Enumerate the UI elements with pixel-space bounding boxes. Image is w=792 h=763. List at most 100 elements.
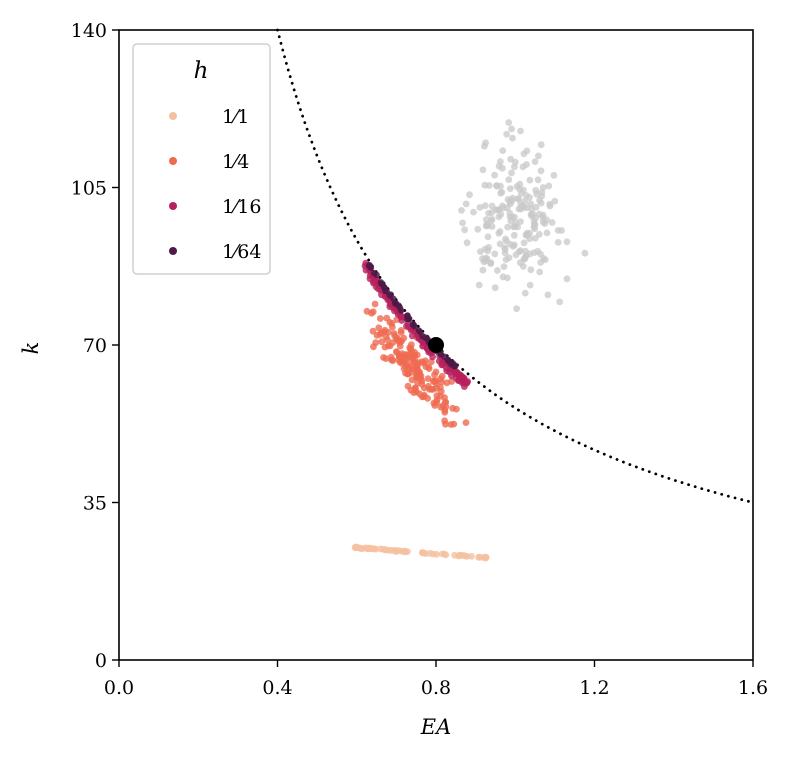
- series-1-16-point: [408, 332, 416, 340]
- gray-point: [556, 298, 564, 306]
- gray-point: [498, 188, 506, 196]
- series-1-4-point: [429, 377, 437, 385]
- legend-marker: [169, 157, 177, 165]
- gray-point: [499, 164, 506, 172]
- series-1-4-point: [369, 327, 377, 335]
- series-1-64-point: [409, 321, 417, 328]
- series-1-64-point: [451, 363, 458, 370]
- gray-point: [476, 204, 484, 211]
- gray-point: [520, 186, 527, 194]
- gray-point: [530, 223, 538, 231]
- gray-point: [526, 281, 534, 289]
- series-1-4-point: [447, 421, 455, 428]
- gray-point: [538, 189, 546, 196]
- gray-point: [554, 239, 562, 246]
- legend-items: 1⁄1 1⁄4 1⁄16 1⁄64: [169, 106, 261, 263]
- gray-point: [481, 142, 488, 150]
- series-1-4-point: [413, 351, 421, 359]
- legend-label: 1⁄64: [222, 241, 261, 263]
- legend-label: 1⁄1: [222, 106, 249, 128]
- y-tick-label: 70: [83, 335, 107, 357]
- series-1-4-point: [404, 382, 412, 390]
- series-1-1-point: [395, 547, 403, 555]
- series-1-64-point: [382, 287, 389, 295]
- series-1-1-point: [478, 554, 486, 561]
- series-1-64-point: [415, 327, 422, 334]
- series-1-4-point: [381, 343, 389, 351]
- series-1-4-point: [438, 378, 446, 386]
- gray-point: [548, 219, 556, 226]
- series-1-64-point: [404, 315, 412, 322]
- gray-point: [495, 206, 503, 214]
- series-1-4-point: [441, 408, 449, 416]
- gray-point: [536, 196, 543, 204]
- series-1-16-point: [439, 361, 446, 369]
- gray-point: [544, 291, 552, 299]
- gray-point: [545, 182, 553, 190]
- series-1-16-point: [452, 367, 460, 375]
- series-1-64-point: [392, 300, 400, 308]
- gray-point: [487, 259, 495, 267]
- series-1-64-point: [371, 270, 378, 277]
- gray-point: [536, 268, 544, 276]
- series-1-1-point: [369, 545, 377, 553]
- series-1-16-point: [463, 379, 471, 387]
- gray-point: [481, 202, 489, 210]
- gray-point: [496, 240, 504, 248]
- y-tick-label: 0: [95, 650, 107, 672]
- gray-point: [461, 226, 468, 234]
- series-1-4-point: [372, 339, 380, 347]
- gray-point: [517, 218, 524, 226]
- series-1-4-point: [431, 371, 438, 379]
- series-1-4-point: [418, 358, 426, 366]
- gray-point: [512, 251, 520, 259]
- series-points-layer: [351, 259, 490, 562]
- gray-point: [535, 230, 543, 238]
- gray-point: [491, 284, 499, 292]
- gray-point: [505, 254, 513, 262]
- series-1-4-point: [408, 341, 415, 348]
- gray-point: [466, 191, 473, 199]
- series-1-1-point: [451, 551, 458, 559]
- gray-point: [520, 239, 528, 247]
- series-1-4-point: [438, 372, 446, 380]
- series-1-4-point: [424, 375, 432, 382]
- series-1-1-point: [441, 550, 448, 558]
- gray-point: [505, 176, 513, 184]
- gray-point: [507, 217, 515, 225]
- gray-point: [558, 227, 565, 234]
- series-1-4-point: [426, 385, 433, 393]
- series-1-64-point: [366, 262, 373, 269]
- series-1-1-point: [468, 552, 475, 560]
- gray-point: [521, 289, 529, 297]
- gray-point: [484, 233, 492, 241]
- gray-point: [497, 158, 504, 165]
- legend-label: 1⁄4: [222, 151, 249, 173]
- series-1-4-point: [431, 402, 439, 409]
- gray-point: [505, 119, 513, 126]
- gray-point: [534, 247, 542, 255]
- gray-point: [491, 171, 498, 179]
- series-1-4-point: [408, 365, 416, 372]
- series-1-4-point: [416, 368, 423, 376]
- gray-point: [519, 262, 527, 270]
- gray-point: [484, 247, 492, 255]
- gray-point: [470, 208, 477, 216]
- series-1-4-point: [378, 338, 386, 346]
- series-1-4-point: [391, 332, 398, 340]
- gray-point: [491, 250, 499, 258]
- series-1-4-point: [397, 329, 405, 336]
- legend-box: [132, 43, 271, 275]
- gray-point: [508, 169, 515, 177]
- series-1-64-point: [387, 291, 394, 298]
- series-1-4-point: [410, 359, 418, 367]
- series-1-1-point: [457, 551, 465, 559]
- gray-point: [509, 134, 516, 142]
- series-1-1-point: [381, 546, 389, 554]
- y-axis-label: k: [19, 342, 43, 355]
- series-1-1-point: [389, 547, 397, 554]
- gray-point: [475, 281, 483, 289]
- gray-point: [506, 185, 514, 193]
- x-tick-label: 1.6: [738, 677, 768, 699]
